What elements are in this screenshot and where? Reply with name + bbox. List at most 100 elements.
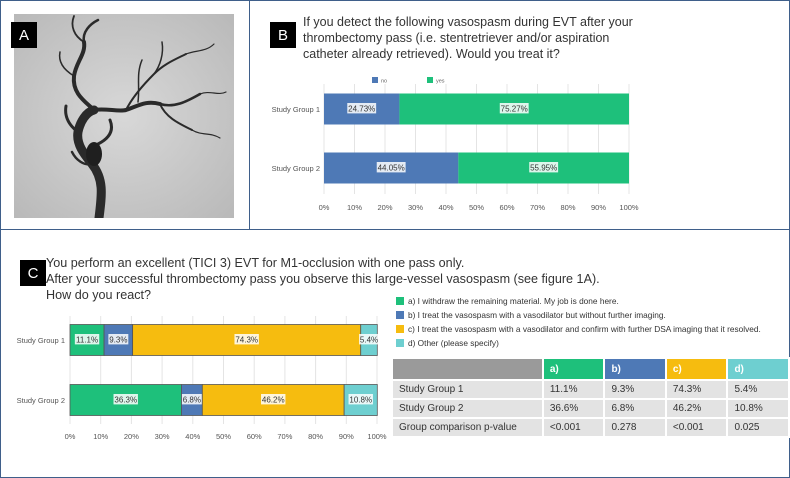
table-cell: 9.3% bbox=[603, 379, 667, 400]
data-label: 44.05% bbox=[378, 164, 405, 173]
x-tick-label: 40% bbox=[438, 203, 453, 212]
angiography-image bbox=[14, 14, 234, 218]
category-label: Study Group 2 bbox=[272, 164, 320, 173]
x-tick-label: 90% bbox=[339, 432, 354, 441]
x-tick-label: 30% bbox=[155, 432, 170, 441]
category-label: Study Group 1 bbox=[17, 336, 65, 345]
data-label-bg bbox=[347, 103, 377, 114]
data-label-bg bbox=[348, 394, 373, 405]
table-header-cell: c) bbox=[664, 357, 729, 381]
data-label: 11.1% bbox=[76, 336, 98, 345]
table-header-row: a) b) c) d) bbox=[391, 357, 790, 381]
data-label: 10.8% bbox=[349, 396, 372, 405]
category-label: Study Group 1 bbox=[272, 105, 320, 114]
data-label-bg bbox=[113, 394, 138, 405]
data-label: 75.27% bbox=[501, 105, 528, 114]
panel-a-label: A bbox=[11, 22, 37, 48]
x-tick-label: 80% bbox=[308, 432, 323, 441]
question-b-line: thrombectomy pass (i.e. stentretriever a… bbox=[303, 31, 610, 45]
x-tick-label: 90% bbox=[591, 203, 606, 212]
data-label: 6.8% bbox=[183, 396, 201, 405]
legend-swatch-yes bbox=[427, 77, 433, 83]
x-tick-label: 60% bbox=[247, 432, 262, 441]
data-label-bg bbox=[261, 394, 286, 405]
chart-b: 0% 10% 20% 30% 40% 50% 60% 70% 80% 90% 100% Study G… bbox=[272, 77, 639, 212]
question-c: You perform an excellent (TICI 3) EVT fo… bbox=[46, 255, 600, 303]
table-cell: 0.025 bbox=[726, 417, 790, 438]
x-tick-label: 100% bbox=[367, 432, 387, 441]
x-tick-label: 100% bbox=[619, 203, 639, 212]
legend-item: a) I withdraw the remaining material. My… bbox=[396, 294, 761, 308]
data-label-bg bbox=[499, 103, 529, 114]
data-label: 36.3% bbox=[114, 396, 137, 405]
question-b-line: If you detect the following vasospasm du… bbox=[303, 15, 633, 29]
legend-item: d) Other (please specify) bbox=[396, 336, 761, 350]
legend-item: b) I treat the vasospasm with a vasodila… bbox=[396, 308, 761, 322]
x-tick-label: 10% bbox=[93, 432, 108, 441]
x-tick-label: 30% bbox=[408, 203, 423, 212]
x-tick-label: 0% bbox=[65, 432, 76, 441]
legend-swatch-d bbox=[396, 339, 404, 347]
panel-b-label: B bbox=[270, 22, 296, 48]
data-label: 9.3% bbox=[109, 336, 127, 345]
x-tick-label: 40% bbox=[185, 432, 200, 441]
x-tick-label: 50% bbox=[469, 203, 484, 212]
legend-label-no: no bbox=[381, 79, 387, 85]
table-cell: 46.2% bbox=[664, 398, 729, 419]
data-label: 5.4% bbox=[360, 336, 378, 345]
data-label-bg bbox=[181, 394, 202, 405]
legend-swatch-b bbox=[396, 311, 404, 319]
table-row: Group comparison p-value <0.001 0.278 <0… bbox=[391, 417, 790, 438]
table-cell: 11.1% bbox=[541, 379, 606, 400]
legend-item: c) I treat the vasospasm with a vasodila… bbox=[396, 322, 761, 336]
table-header-cell: d) bbox=[726, 357, 790, 381]
stats-table: a) b) c) d) Study Group 1 11.1% 9.3% 74.… bbox=[391, 357, 790, 438]
table-cell: 0.278 bbox=[603, 417, 667, 438]
x-tick-label: 10% bbox=[347, 203, 362, 212]
table-cell: 36.6% bbox=[541, 398, 606, 419]
chart-c: 0% 10% 20% 30% 40% 50% 60% 70% 80% 90% 100% Study G… bbox=[17, 316, 387, 441]
table-cell: 74.3% bbox=[664, 379, 729, 400]
category-label: Study Group 2 bbox=[17, 396, 65, 405]
legend-label-yes: yes bbox=[436, 79, 445, 85]
table-cell: Study Group 1 bbox=[391, 379, 544, 400]
x-tick-label: 80% bbox=[560, 203, 575, 212]
x-tick-label: 70% bbox=[530, 203, 545, 212]
table-cell: 10.8% bbox=[726, 398, 790, 419]
table-header-cell: a) bbox=[541, 357, 606, 381]
table-cell: <0.001 bbox=[541, 417, 606, 438]
table-cell: 6.8% bbox=[603, 398, 667, 419]
question-b: If you detect the following vasospasm du… bbox=[303, 14, 633, 62]
data-label: 74.3% bbox=[235, 336, 258, 345]
x-tick-label: 70% bbox=[277, 432, 292, 441]
table-header-cell bbox=[391, 357, 544, 381]
legend-swatch-a bbox=[396, 297, 404, 305]
data-label: 55.95% bbox=[530, 164, 557, 173]
legend-c: a) I withdraw the remaining material. My… bbox=[396, 294, 761, 350]
table-cell: <0.001 bbox=[664, 417, 729, 438]
question-c-line: How do you react? bbox=[46, 288, 152, 302]
x-tick-label: 20% bbox=[124, 432, 139, 441]
question-c-line: You perform an excellent (TICI 3) EVT fo… bbox=[46, 256, 465, 270]
data-label-bg bbox=[234, 334, 259, 345]
table-cell: Group comparison p-value bbox=[391, 417, 544, 438]
question-b-line: catheter already retrieved). Would you t… bbox=[303, 47, 560, 61]
legend-swatch-c bbox=[396, 325, 404, 333]
x-tick-label: 50% bbox=[216, 432, 231, 441]
table-cell: 5.4% bbox=[726, 379, 790, 400]
table-header-cell: b) bbox=[603, 357, 667, 381]
table-row: Study Group 1 11.1% 9.3% 74.3% 5.4% bbox=[391, 379, 790, 400]
legend-label: b) I treat the vasospasm with a vasodila… bbox=[408, 310, 666, 320]
data-label-bg bbox=[108, 334, 129, 345]
legend-label: d) Other (please specify) bbox=[408, 338, 499, 348]
data-label-bg bbox=[359, 334, 379, 345]
data-label: 24.73% bbox=[348, 105, 375, 114]
table-row: Study Group 2 36.6% 6.8% 46.2% 10.8% bbox=[391, 398, 790, 419]
legend-label: c) I treat the vasospasm with a vasodila… bbox=[408, 324, 761, 334]
table-cell: Study Group 2 bbox=[391, 398, 544, 419]
data-label-bg bbox=[376, 162, 406, 173]
x-tick-label: 0% bbox=[319, 203, 330, 212]
data-label-bg bbox=[74, 334, 100, 345]
x-tick-label: 60% bbox=[499, 203, 514, 212]
legend-swatch-no bbox=[372, 77, 378, 83]
